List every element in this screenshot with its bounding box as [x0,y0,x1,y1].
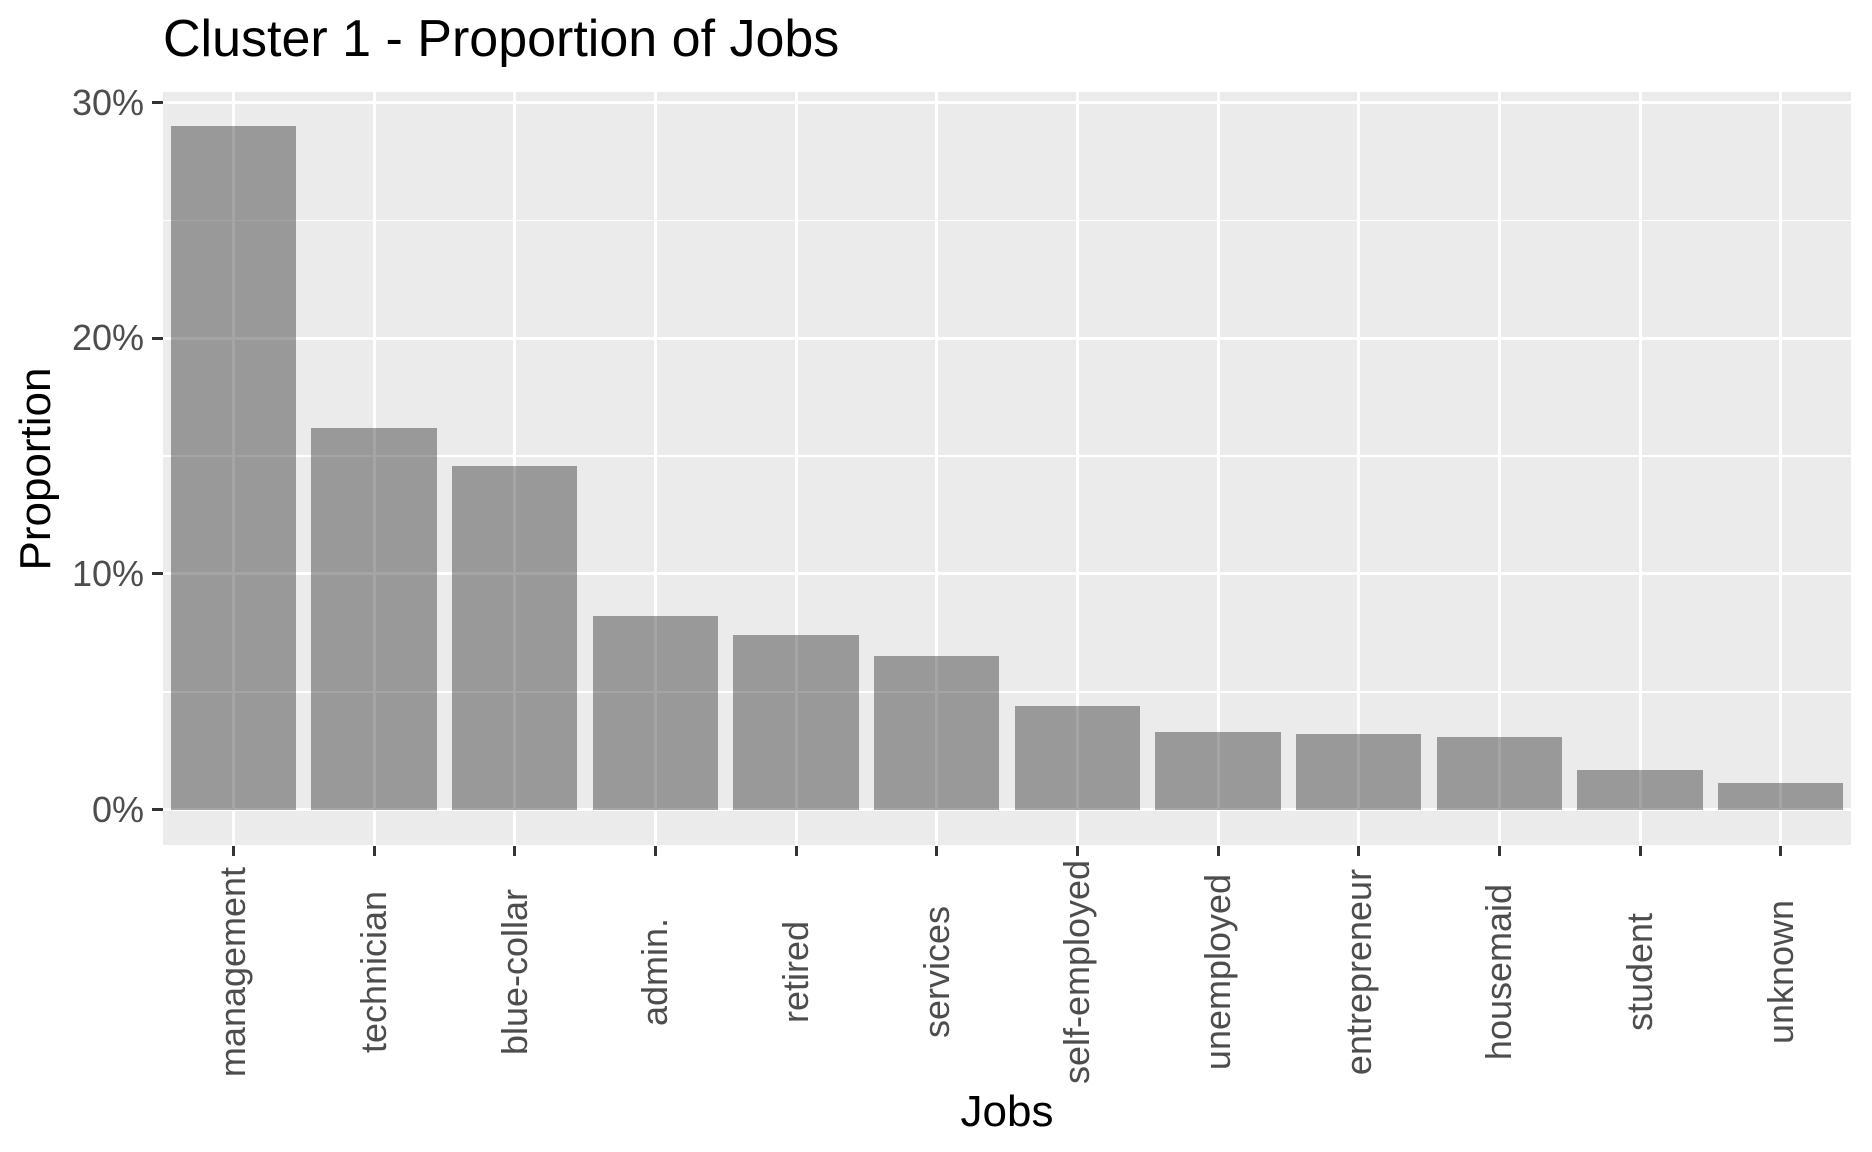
x-axis-tick [794,846,798,856]
bar-housemaid [1436,736,1562,810]
major-gridline [163,336,1851,340]
bar-services [874,656,1000,810]
x-axis-tick [513,846,517,856]
x-axis-tick [372,846,376,856]
category-gridline [513,92,517,845]
x-axis-tick-label: self-employed [1056,859,1098,1085]
category-gridline [1497,92,1501,845]
category-gridline [935,92,939,845]
major-gridline [163,808,1851,812]
x-axis-tick-label: housemaid [1478,883,1520,1061]
bar-technician [311,427,437,810]
x-axis-tick [1497,846,1501,856]
category-gridline [1216,92,1220,845]
x-axis-title: Jobs [960,1087,1054,1136]
bar-management [170,126,296,810]
category-gridline [1075,92,1079,845]
bar-unknown [1718,782,1844,810]
bar-admin. [592,616,718,810]
y-axis-title: Proportion [11,366,60,571]
category-gridline [231,92,235,845]
x-axis-tick [1216,846,1220,856]
plot-panel [163,92,1851,845]
bar-self-employed [1014,705,1140,810]
category-gridline [653,92,657,845]
x-axis-tick-label: retired [775,920,816,1024]
category-gridline [1779,92,1783,845]
bar-entrepreneur [1296,734,1422,810]
major-gridline [163,572,1851,576]
plot-title: Cluster 1 - Proportion of Jobs [163,10,840,68]
minor-gridline [163,219,1851,222]
x-axis-tick [1075,846,1079,856]
category-gridline [1357,92,1361,845]
x-axis-tick [231,846,235,856]
x-axis-tick-label: services [915,905,957,1039]
bar-student [1577,769,1703,810]
y-axis-tick-label: 0% [91,788,144,830]
bar-unemployed [1155,731,1281,810]
x-axis-tick-label: management [212,866,254,1078]
x-axis-tick-label: blue-collar [493,888,535,1056]
x-axis-tick [1638,846,1642,856]
y-axis-tick-label: 20% [71,317,144,359]
category-gridline [794,92,798,845]
y-axis-tick [152,572,163,576]
y-axis-tick [152,808,163,812]
y-axis-tick [152,336,163,340]
x-axis-tick-label: entrepreneur [1337,868,1379,1076]
x-axis-tick [1779,846,1783,856]
category-gridline [372,92,376,845]
x-axis-tick-label: unknown [1759,899,1801,1045]
x-axis-tick [1357,846,1361,856]
y-axis-tick-label: 30% [71,81,144,123]
major-gridline [163,101,1851,105]
x-axis-tick-label: technician [353,890,394,1054]
x-axis-tick-label: student [1619,912,1660,1032]
x-axis-tick [653,846,657,856]
y-axis-tick [152,101,163,105]
minor-gridline [163,691,1851,693]
x-axis-tick-label: unemployed [1197,873,1238,1071]
x-axis-tick-label: admin. [634,917,676,1027]
bar-blue-collar [452,465,578,810]
minor-gridline [163,455,1851,457]
category-gridline [1638,92,1642,845]
bar-retired [733,635,859,810]
y-axis-tick-label: 10% [71,552,144,594]
x-axis-tick [935,846,939,856]
